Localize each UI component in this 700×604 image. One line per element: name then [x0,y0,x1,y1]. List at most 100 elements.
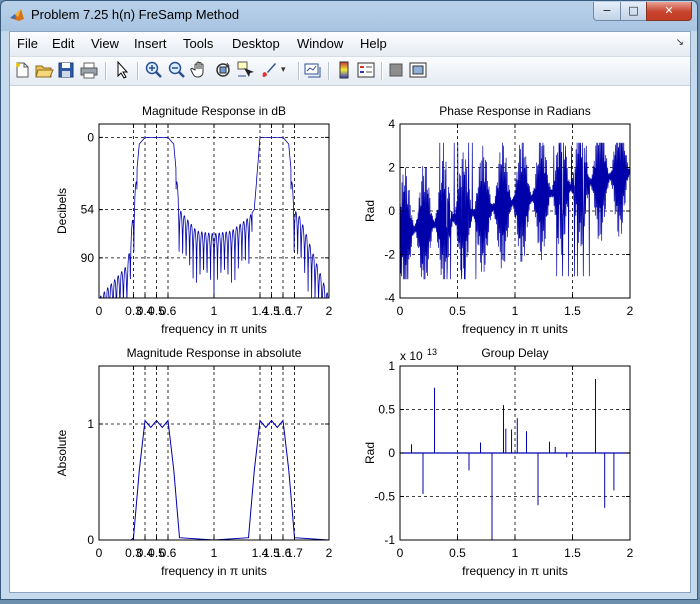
maximize-icon: □ [628,4,639,17]
minimize-icon: − [602,4,612,17]
y-tick-label: -1 [384,533,395,547]
y-axis-label: Absolute [55,429,69,476]
x-tick-label: 2 [627,546,634,560]
x-tick-label: 0 [96,304,103,318]
x-tick-label: 2 [326,546,333,560]
rotate-3d-icon[interactable] [213,60,233,80]
toolbar-separator [328,62,330,80]
close-icon: ✕ [664,4,674,17]
print-icon[interactable] [79,60,99,80]
y-tick-label: -0.5 [374,490,395,504]
chart-title: Magnitude Response in dB [142,104,286,118]
y-tick-label: 1 [87,417,94,431]
edit-plot-arrow-icon[interactable] [112,60,132,80]
toolbar-separator [381,62,383,80]
y-tick-label: 0 [388,204,395,218]
x-tick-label: 0.3 [125,304,142,318]
x-tick-label: 2 [627,304,634,318]
y-axis-label: Rad [363,442,377,464]
window-title: Problem 7.25 h(n) FreSamp Method [31,7,240,22]
magnitude-abs-line [99,419,330,541]
y-tick-label: 0.5 [378,403,395,417]
open-file-icon[interactable] [34,60,54,80]
x-axis-label: frequency in π units [161,322,267,336]
toolbar-separator [298,62,300,80]
x-tick-label: 0.5 [148,546,165,560]
x-tick-label: 0.6 [160,304,177,318]
x-tick-label: 0.5 [449,304,466,318]
exponent-power: 13 [427,347,437,357]
x-tick-label: 1.5 [263,304,280,318]
x-tick-label: 1.6 [275,304,292,318]
menu-file[interactable]: File [17,36,38,51]
link-plot-icon[interactable] [303,60,323,80]
zoom-out-icon[interactable] [167,60,187,80]
dock-arrow-icon[interactable]: ↘ [675,37,684,48]
x-tick-label: 0 [397,304,404,318]
x-tick-label: 0.5 [449,546,466,560]
x-tick-label: 1 [512,546,519,560]
x-tick-label: 0.3 [125,546,142,560]
new-figure-icon[interactable] [12,60,32,80]
exponent-label: x 10 [400,349,423,363]
menu-bar: File Edit View Insert Tools Desktop Wind… [10,32,690,57]
menu-insert[interactable]: Insert [134,36,167,51]
x-tick-label: 1 [211,304,218,318]
hide-plot-tools-icon[interactable] [386,60,406,80]
y-tick-label: 4 [388,117,395,131]
brush-dropdown-icon[interactable]: ▾ [281,65,286,75]
menu-desktop[interactable]: Desktop [232,36,280,51]
y-tick-label: 54 [81,203,95,217]
x-tick-label: 1 [211,546,218,560]
insert-colorbar-icon[interactable] [334,60,354,80]
insert-legend-icon[interactable] [356,60,376,80]
save-icon[interactable] [56,60,76,80]
x-tick-label: 0.4 [137,304,154,318]
x-tick-label: 0.6 [160,546,177,560]
x-tick-label: 2 [326,304,333,318]
y-tick-label: 2 [388,161,395,175]
y-tick-label: 0 [87,533,94,547]
figure-client-area: File Edit View Insert Tools Desktop Wind… [9,31,691,593]
menu-view[interactable]: View [91,36,119,51]
close-button[interactable]: ✕ [646,2,692,21]
toolbar-separator [137,62,139,80]
y-tick-label: 0 [87,130,94,144]
y-axis-label: Decibels [55,188,69,234]
x-tick-label: 1.5 [263,546,280,560]
pan-hand-icon[interactable] [190,60,210,80]
x-tick-label: 1.6 [275,546,292,560]
x-tick-label: 1.5 [564,304,581,318]
figure-canvas: 0 0.3 0.4 0.5 0.6 1 1.4 1.5 1.6 1.7 2 0 54 90 Magnitud… [10,86,690,592]
chart-title: Group Delay [481,346,548,360]
phase-line [399,142,631,280]
x-axis-label: frequency in π units [462,564,568,578]
y-tick-label: -4 [384,291,395,305]
x-axis-label: frequency in π units [462,322,568,336]
data-cursor-icon[interactable] [236,60,256,80]
show-plot-tools-icon[interactable] [408,60,428,80]
figure-toolbar: ▾ [10,57,690,86]
x-tick-label: 0 [96,546,103,560]
y-tick-label: 1 [388,359,395,373]
zoom-in-icon[interactable] [144,60,164,80]
x-tick-label: 1 [512,304,519,318]
menu-tools[interactable]: Tools [183,36,214,51]
menu-edit[interactable]: Edit [52,36,75,51]
menu-window[interactable]: Window [297,36,344,51]
toolbar-separator [105,62,107,80]
brush-icon[interactable] [259,60,279,80]
y-axis-label: Rad [363,200,377,222]
x-axis-label: frequency in π units [161,564,267,578]
x-tick-label: 0.4 [137,546,154,560]
chart-title: Phase Response in Radians [439,104,590,118]
y-tick-label: -2 [384,248,395,262]
menu-help[interactable]: Help [360,36,387,51]
x-tick-label: 1.5 [564,546,581,560]
chart-title: Magnitude Response in absolute [127,346,302,360]
title-bar[interactable]: Problem 7.25 h(n) FreSamp Method − □ ✕ [1,1,697,30]
x-tick-label: 1.7 [286,304,303,318]
x-tick-label: 0.5 [148,304,165,318]
